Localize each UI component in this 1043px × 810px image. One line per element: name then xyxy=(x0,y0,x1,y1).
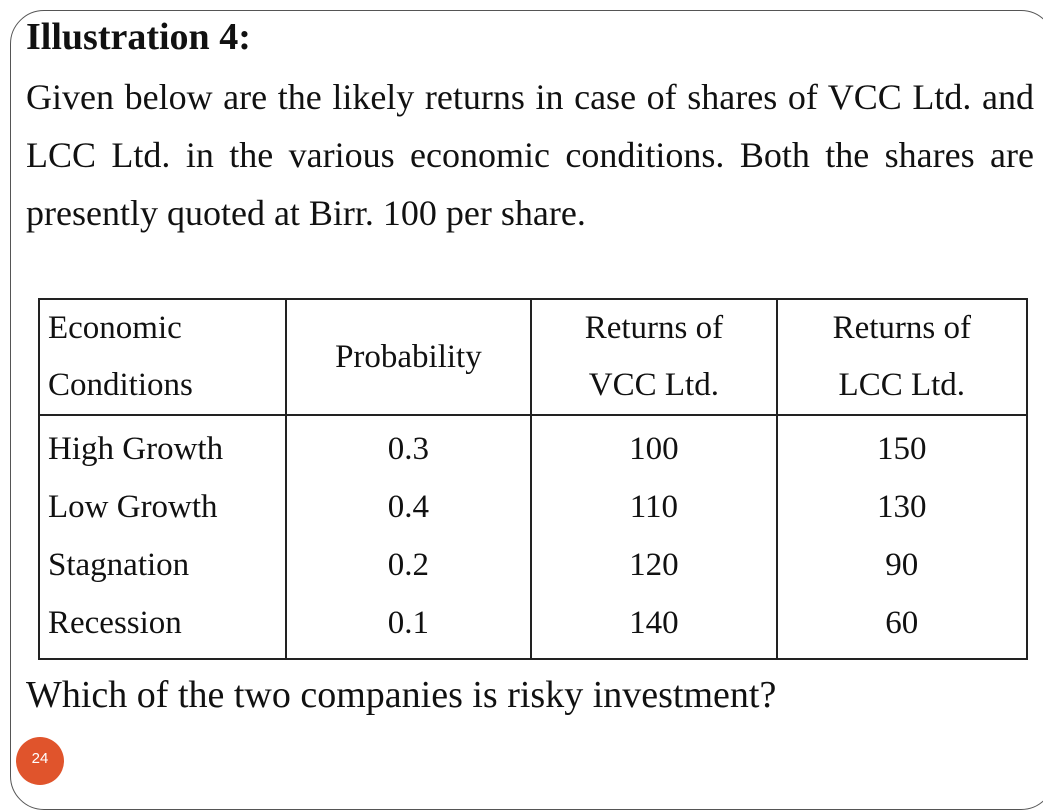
table-row: Low Growth 0.4 110 130 xyxy=(38,478,1029,536)
cell-lcc-return: 130 xyxy=(775,478,1029,536)
header-line: Returns of xyxy=(584,310,724,346)
cell-probability: 0.4 xyxy=(284,478,533,536)
header-returns-vcc: Returns of VCC Ltd. xyxy=(530,299,778,416)
header-line: Economic xyxy=(48,310,182,346)
slide-title: Illustration 4: xyxy=(26,16,251,58)
cell-lcc-return: 150 xyxy=(775,415,1029,478)
table-row: High Growth 0.3 100 150 xyxy=(38,415,1029,478)
cell-lcc-return: 60 xyxy=(775,594,1029,659)
header-economic-conditions: Economic Conditions xyxy=(38,299,287,416)
cell-vcc-return: 140 xyxy=(530,594,778,659)
cell-vcc-return: 120 xyxy=(530,536,778,594)
header-line: Conditions xyxy=(48,367,193,403)
cell-condition: Low Growth xyxy=(38,478,287,536)
cell-condition: High Growth xyxy=(38,415,287,478)
header-line: LCC Ltd. xyxy=(838,367,966,403)
cell-probability: 0.2 xyxy=(284,536,533,594)
intro-paragraph: Given below are the likely returns in ca… xyxy=(26,77,1034,233)
table-row: Recession 0.1 140 60 xyxy=(38,594,1029,659)
header-line: VCC Ltd. xyxy=(588,367,719,403)
header-returns-lcc: Returns of LCC Ltd. xyxy=(775,299,1029,416)
cell-lcc-return: 90 xyxy=(775,536,1029,594)
returns-table: Economic Conditions Probability Returns … xyxy=(38,298,1029,660)
cell-condition: Recession xyxy=(38,594,287,659)
cell-vcc-return: 110 xyxy=(530,478,778,536)
table-header-row: Economic Conditions Probability Returns … xyxy=(38,299,1029,416)
cell-vcc-return: 100 xyxy=(530,415,778,478)
header-line: Probability xyxy=(335,338,482,375)
question-text: Which of the two companies is risky inve… xyxy=(26,674,777,716)
page-number-badge: 24 xyxy=(16,737,64,785)
header-line: Returns of xyxy=(832,310,971,346)
cell-probability: 0.3 xyxy=(284,415,533,478)
table-row: Stagnation 0.2 120 90 xyxy=(38,536,1029,594)
header-probability: Probability xyxy=(284,299,533,416)
cell-probability: 0.1 xyxy=(284,594,533,659)
cell-condition: Stagnation xyxy=(38,536,287,594)
